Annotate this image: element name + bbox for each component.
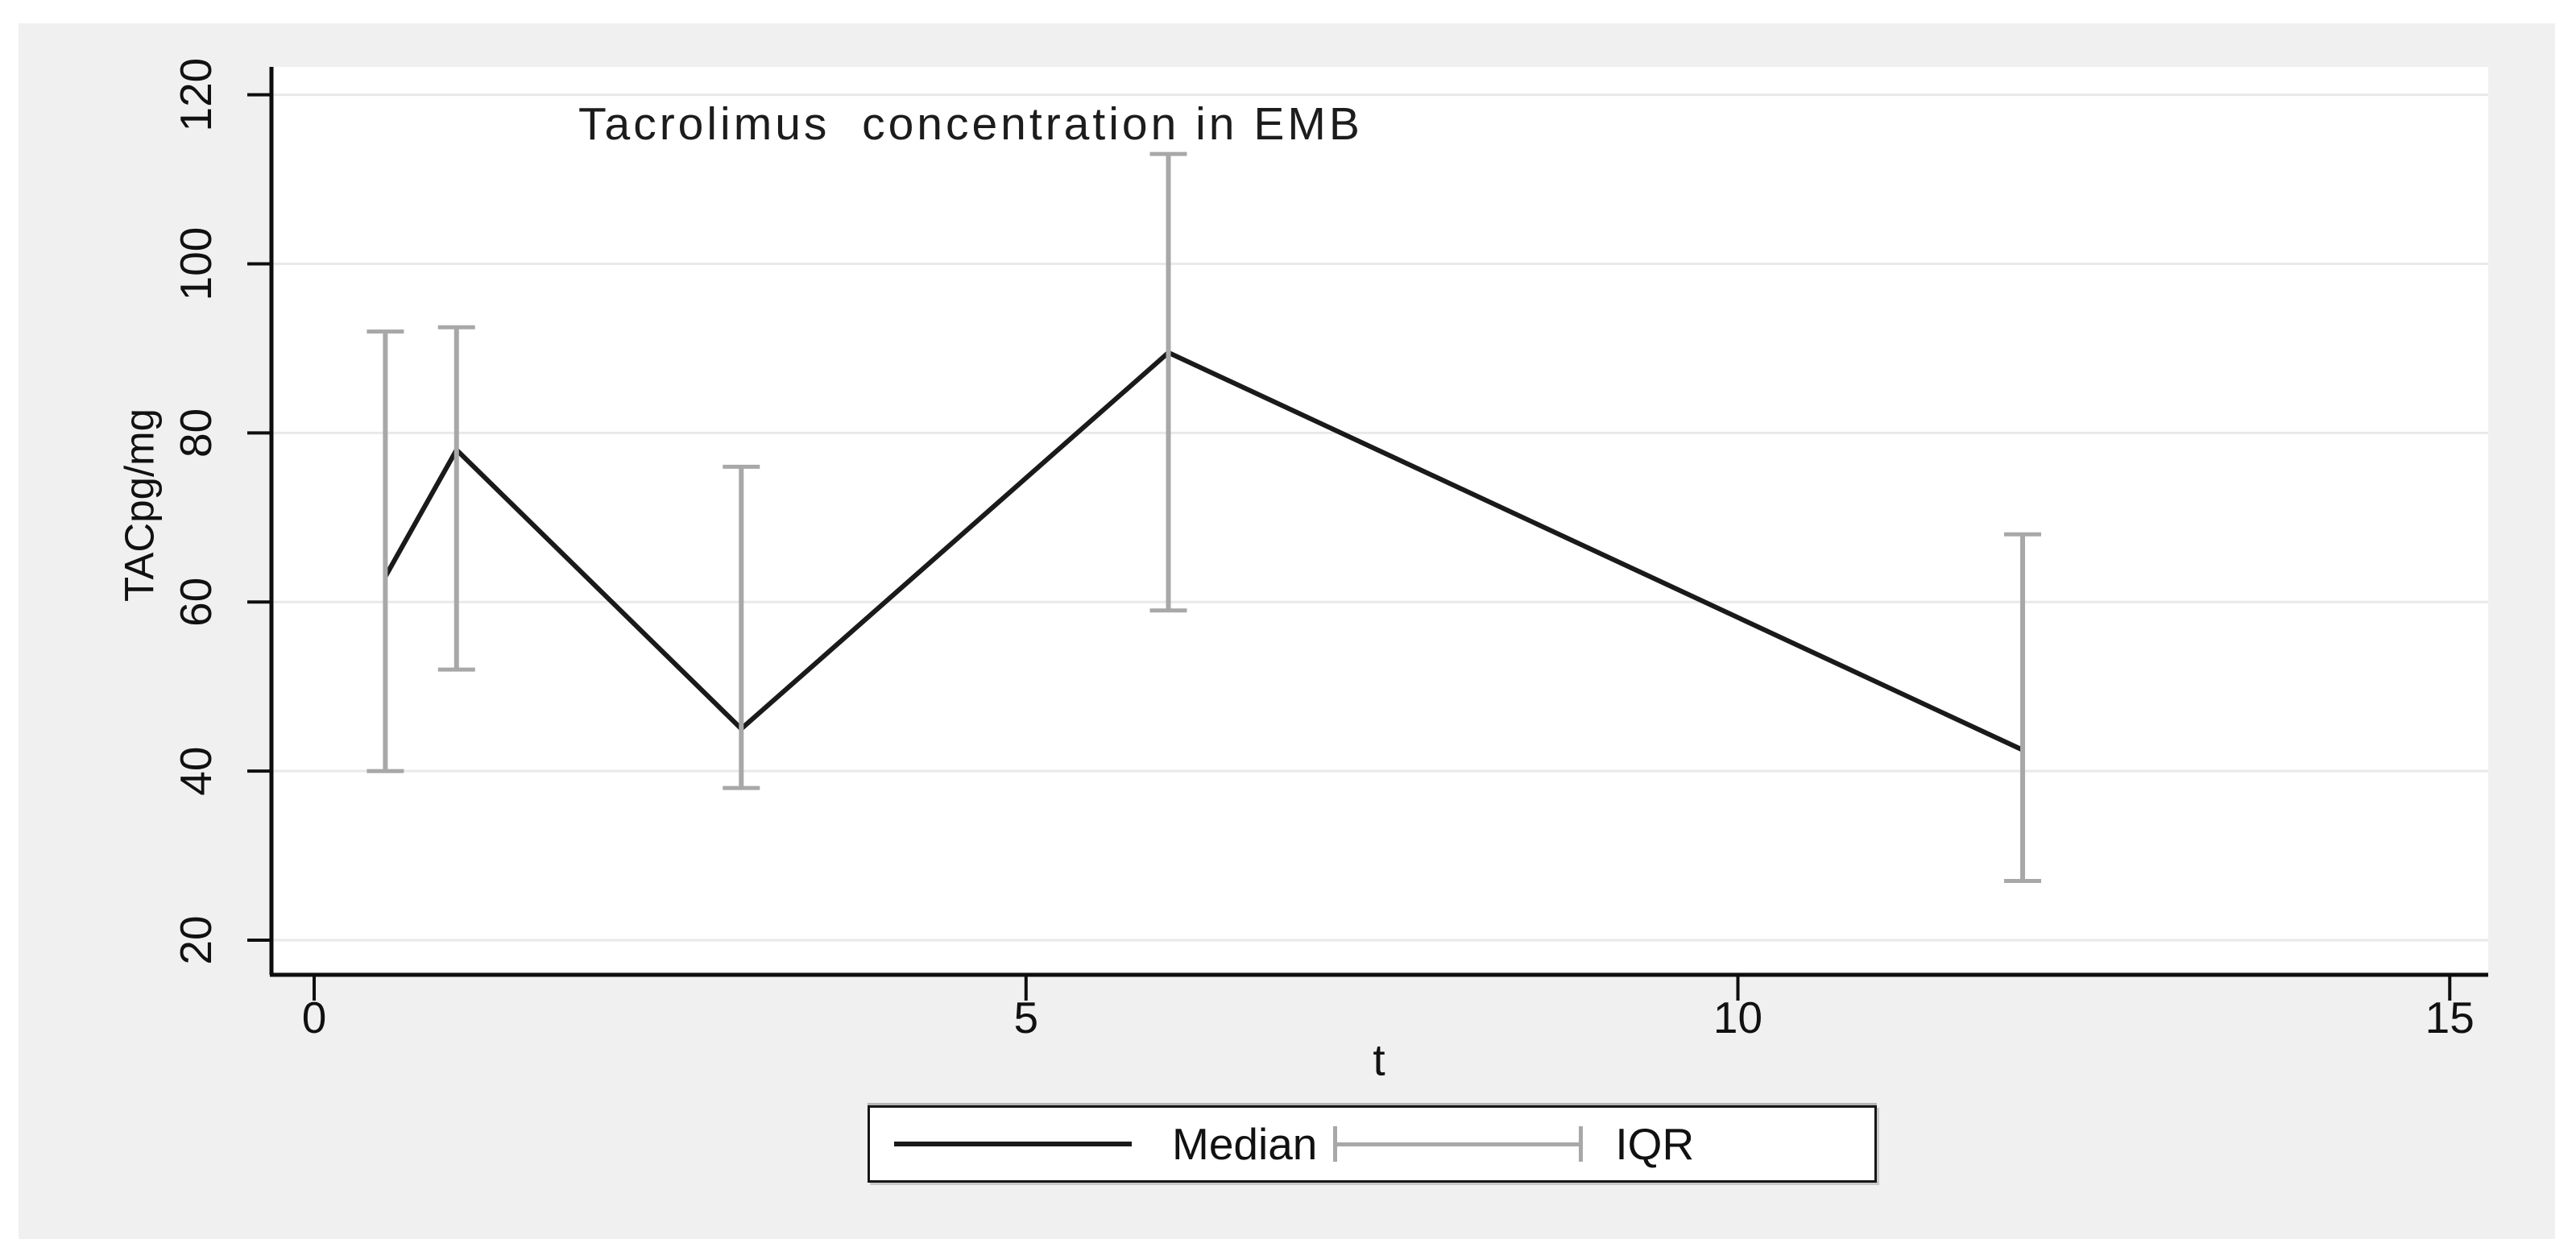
median-line-sample [894,1142,1132,1146]
y-tick-label-80: 80 [171,408,221,458]
chart-title: Tacrolimus concentration in EMB [578,98,1363,150]
x-tick-label-10: 10 [1713,993,1762,1042]
legend-label-median: Median [1172,1118,1318,1169]
y-tick-label-60: 60 [171,578,221,627]
y-tick-label-40: 40 [171,747,221,796]
x-axis-title: t [1373,1034,1385,1085]
ibeam-right-cap [1579,1126,1584,1162]
ibeam-left-cap [1333,1126,1338,1162]
y-tick-label-20: 20 [171,915,221,964]
x-tick-label-0: 0 [302,993,327,1042]
y-axis-title: TACpg/mg [116,408,163,602]
y-tick-label-100: 100 [171,227,221,301]
x-tick-label-15: 15 [2425,993,2475,1042]
plot-area [271,67,2488,975]
x-tick-label-5: 5 [1013,993,1038,1042]
iqr-ibeam-sample [1333,1126,1584,1162]
legend-label-iqr: IQR [1615,1118,1695,1169]
legend-box: Median IQR [868,1105,1877,1183]
y-tick-label-120: 120 [171,58,221,132]
